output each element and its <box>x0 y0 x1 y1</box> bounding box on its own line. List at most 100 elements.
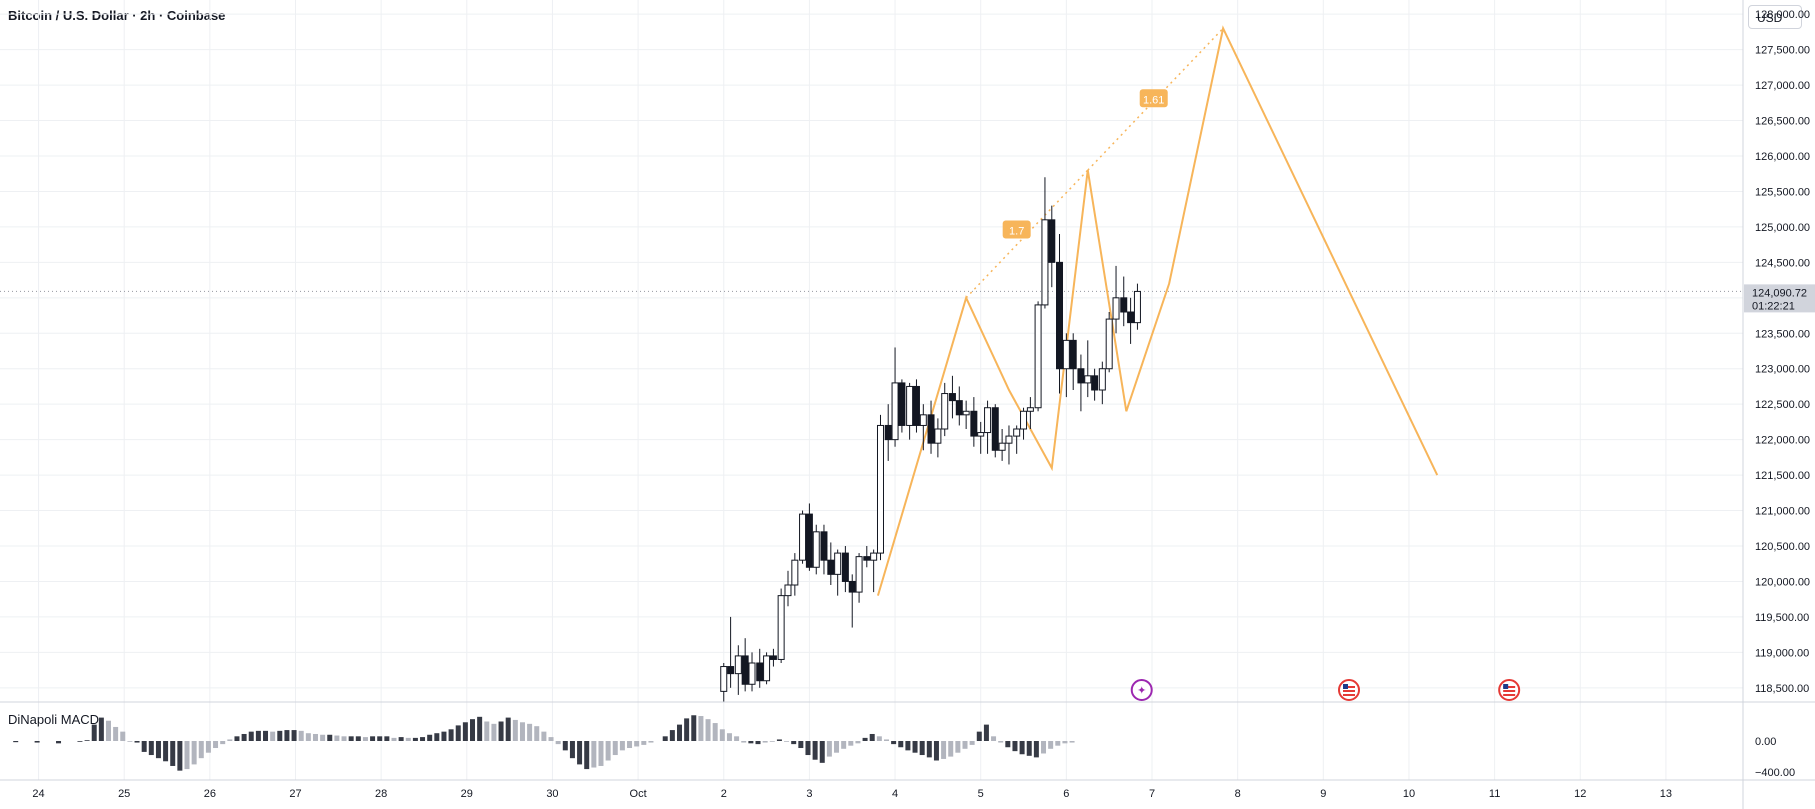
pattern-ratio-label: 1.7 <box>1009 225 1024 237</box>
macd-bar <box>220 741 226 745</box>
us-flag-canton <box>1343 684 1349 689</box>
macd-bar <box>591 741 597 768</box>
macd-bar <box>705 719 711 741</box>
candle-body <box>955 400 963 416</box>
candle-body <box>1041 219 1049 306</box>
currency-button[interactable]: USD <box>1748 5 1802 29</box>
macd-bar <box>698 716 704 741</box>
countdown-label: 01:22:21 <box>1752 300 1795 312</box>
macd-bar <box>898 741 904 748</box>
candle-body <box>1098 368 1106 391</box>
candle-body <box>763 655 771 682</box>
candle-body <box>769 655 777 660</box>
macd-bar <box>298 730 304 741</box>
us-flag-canton <box>1503 684 1509 689</box>
macd-bar <box>769 741 775 742</box>
macd-bar <box>484 721 490 741</box>
macd-bar <box>798 741 804 749</box>
macd-bar <box>1012 741 1018 752</box>
macd-bar <box>434 733 440 741</box>
macd-bar <box>712 723 718 741</box>
harmonic-pattern[interactable]: 1.7 1.61 <box>876 25 1439 596</box>
candle-body <box>748 662 756 685</box>
macd-bar <box>170 741 176 766</box>
macd-bar <box>734 736 740 741</box>
time-tick-label: 11 <box>1489 788 1500 800</box>
macd-bar <box>641 741 647 745</box>
price-tick-label: 119,500.00 <box>1755 612 1809 624</box>
candle-body <box>884 424 892 441</box>
macd-bar <box>91 724 97 741</box>
macd-bar <box>420 737 426 741</box>
macd-bar <box>270 731 276 741</box>
macd-bar <box>619 741 625 751</box>
time-tick-label: 27 <box>289 788 301 800</box>
macd-bar <box>555 741 561 745</box>
candle-body <box>998 442 1006 451</box>
macd-bar <box>1005 741 1011 748</box>
macd-bar <box>855 741 861 744</box>
macd-bar <box>755 741 761 745</box>
price-tick-label: 121,500.00 <box>1755 470 1810 482</box>
macd-bar <box>505 717 511 741</box>
candle-body <box>991 407 999 451</box>
macd-bar <box>320 734 326 741</box>
time-tick-label: 8 <box>1235 788 1241 800</box>
candle-body <box>799 513 807 561</box>
macd-bar <box>1019 741 1025 755</box>
candle-body <box>1105 318 1113 370</box>
macd-bar <box>748 741 754 744</box>
time-tick-label: 9 <box>1320 788 1326 800</box>
macd-bar <box>648 741 654 743</box>
macd-bar <box>84 740 90 741</box>
candle-body <box>1005 435 1013 444</box>
candle-body <box>934 428 942 444</box>
macd-bar <box>291 730 297 741</box>
time-tick-label: 2 <box>721 788 727 800</box>
candle-body <box>1013 428 1021 437</box>
macd-bar <box>427 734 433 741</box>
macd-bar <box>448 729 454 741</box>
us-flag-stripe <box>1503 694 1516 696</box>
macd-bar <box>548 737 554 741</box>
macd-bar <box>362 737 368 741</box>
macd-tick-label: 0.00 <box>1755 736 1776 748</box>
time-tick-label: 5 <box>978 788 984 800</box>
time-tick-label: 12 <box>1574 788 1586 800</box>
macd-bar <box>98 717 104 741</box>
macd-bar <box>377 736 383 741</box>
chart-title: Bitcoin / U.S. Dollar · 2h · Coinbase <box>8 8 226 23</box>
macd-bar <box>519 722 525 741</box>
macd-bar <box>791 741 797 745</box>
candle-body <box>1062 339 1070 370</box>
macd-bar <box>341 736 347 741</box>
macd-bar <box>762 741 768 743</box>
candle-body <box>876 424 884 554</box>
event-markers[interactable]: ✦ <box>1130 679 1521 701</box>
macd-bar <box>569 741 575 759</box>
macd-bar <box>726 733 732 741</box>
candle-body <box>1133 290 1141 324</box>
macd-bar <box>741 741 747 743</box>
candle-body <box>1112 297 1120 320</box>
macd-bar <box>241 733 247 741</box>
macd-bar <box>155 741 161 759</box>
macd-bar <box>983 724 989 741</box>
candle-body <box>734 655 742 675</box>
candle-body <box>1127 311 1135 324</box>
macd-bar <box>491 723 497 741</box>
candle-body <box>1120 297 1128 313</box>
price-tick-label: 120,000.00 <box>1755 576 1810 588</box>
time-tick-label: 7 <box>1149 788 1155 800</box>
time-tick-label: 10 <box>1403 788 1415 800</box>
candle-body <box>962 410 970 416</box>
price-tick-label: 124,500.00 <box>1755 257 1810 269</box>
current-price-marker <box>1744 284 1815 313</box>
time-tick-label: 26 <box>204 788 216 800</box>
macd-bar <box>577 741 583 765</box>
price-tick-label: 127,500.00 <box>1755 45 1810 57</box>
price-tick-label: 127,000.00 <box>1755 80 1810 92</box>
candle-body <box>827 559 835 575</box>
price-tick-label: 122,000.00 <box>1755 435 1810 447</box>
